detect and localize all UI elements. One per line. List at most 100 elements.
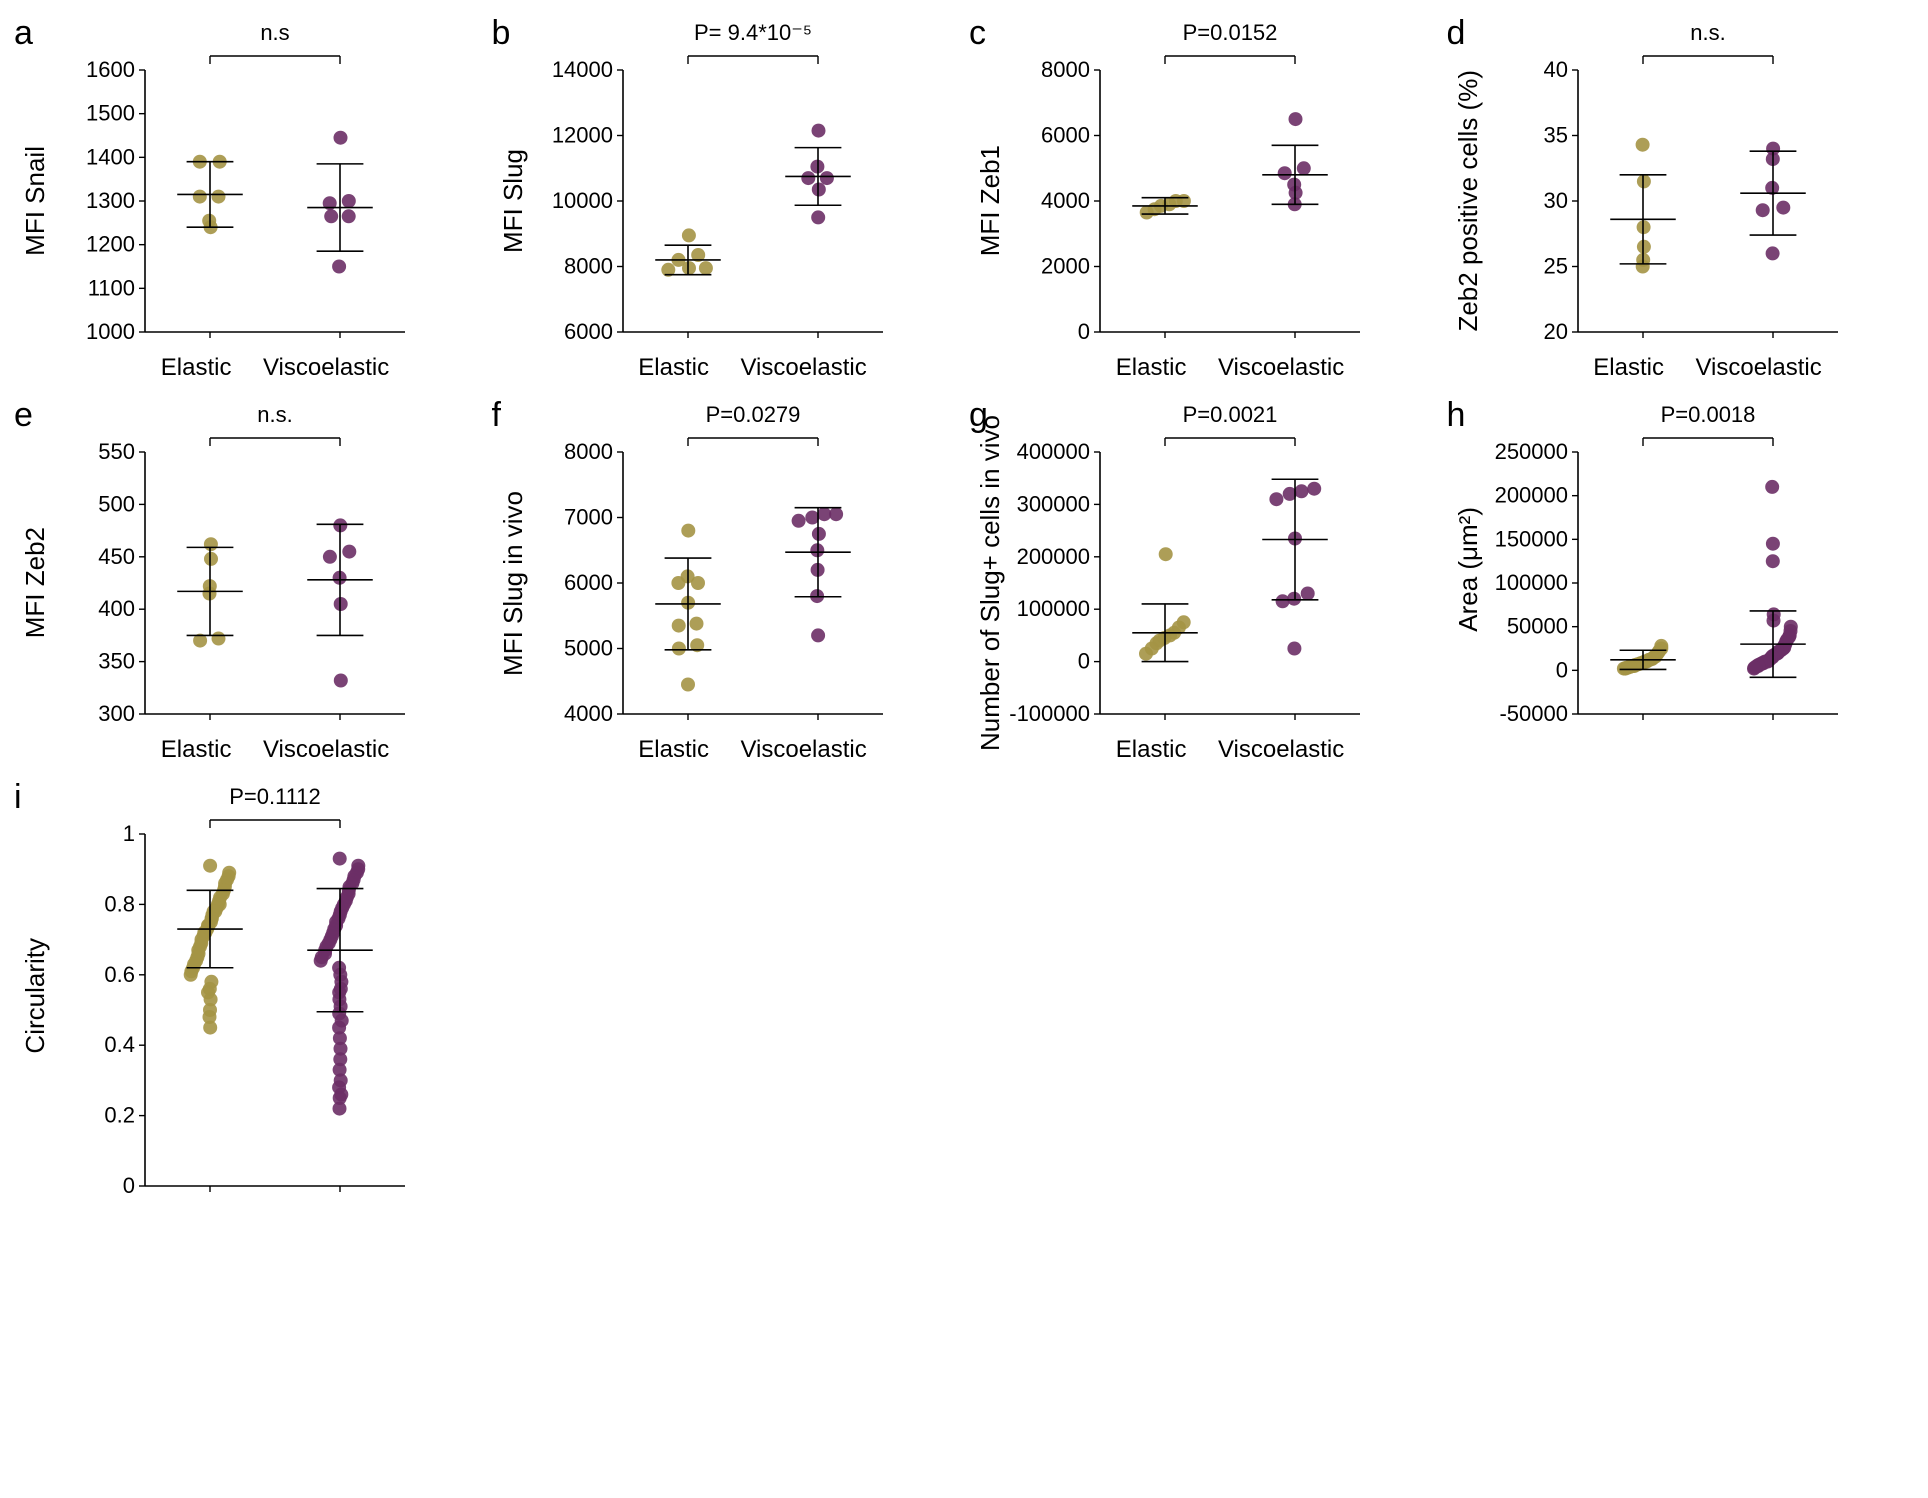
data-point: [682, 261, 696, 275]
y-axis-label: MFI Zeb1: [975, 145, 1006, 256]
y-axis-label: MFI Zeb2: [20, 527, 51, 638]
ytick-label: 0.4: [104, 1032, 135, 1057]
data-point: [1636, 240, 1650, 254]
panel-f: f MFI Slug in vivo 40005000600070008000P…: [498, 402, 946, 764]
xtick-label: Viscoelastic: [263, 354, 389, 382]
panel-c: c MFI Zeb1 02000400060008000P=0.0152Elas…: [975, 20, 1423, 382]
data-point: [1765, 554, 1779, 568]
ytick-label: 50000: [1506, 614, 1567, 639]
pvalue-label: P=0.0279: [705, 402, 800, 427]
data-point: [671, 619, 685, 633]
ytick-label: 1000: [86, 319, 135, 344]
data-point: [681, 228, 695, 242]
xtick-label: Elastic: [638, 354, 709, 382]
data-point: [689, 617, 703, 631]
data-point: [1269, 492, 1283, 506]
data-point: [342, 194, 356, 208]
data-point: [1636, 174, 1650, 188]
data-point: [1287, 642, 1301, 656]
scatter-plot: 40005000600070008000P=0.0279: [533, 402, 893, 732]
ytick-label: 1400: [86, 144, 135, 169]
data-point: [1765, 480, 1779, 494]
ytick-label: 30: [1543, 188, 1567, 213]
data-point: [324, 209, 338, 223]
scatter-plot: 300350400450500550n.s.: [55, 402, 415, 732]
ytick-label: 12000: [551, 123, 612, 148]
scatter-plot: -50000050000100000150000200000250000P=0.…: [1488, 402, 1848, 732]
xtick-label: Elastic: [638, 736, 709, 764]
data-point: [829, 507, 843, 521]
y-axis-label: MFI Slug in vivo: [498, 491, 529, 676]
data-point: [193, 190, 207, 204]
ytick-label: 2000: [1041, 254, 1090, 279]
data-point: [1140, 206, 1154, 220]
pvalue-label: P=0.0018: [1660, 402, 1755, 427]
panel-letter: c: [969, 14, 986, 53]
ytick-label: -50000: [1499, 701, 1568, 726]
ytick-label: 300000: [1017, 491, 1090, 516]
xtick-label: Elastic: [161, 736, 232, 764]
data-point: [1618, 662, 1632, 676]
pvalue-label: P=0.0021: [1183, 402, 1278, 427]
xtick-label: Viscoelastic: [740, 736, 866, 764]
data-point: [1776, 201, 1790, 215]
data-point: [333, 1102, 347, 1116]
data-point: [212, 632, 226, 646]
ytick-label: 40: [1543, 57, 1567, 82]
ytick-label: 1: [123, 821, 135, 846]
ytick-label: 0.8: [104, 891, 135, 916]
ytick-label: 8000: [564, 439, 613, 464]
scatter-plot: 60008000100001200014000P= 9.4*10⁻⁵: [533, 20, 893, 350]
data-point: [1278, 166, 1292, 180]
ytick-label: 400: [98, 596, 135, 621]
data-point: [698, 261, 712, 275]
ytick-label: 450: [98, 544, 135, 569]
data-point: [342, 209, 356, 223]
xtick-label: Viscoelastic: [1218, 736, 1344, 764]
ytick-label: 1300: [86, 188, 135, 213]
panel-letter: a: [14, 14, 33, 53]
data-point: [811, 210, 825, 224]
ytick-label: 7000: [564, 505, 613, 530]
ytick-label: 1600: [86, 57, 135, 82]
data-point: [203, 1021, 217, 1035]
data-point: [204, 537, 218, 551]
scatter-plot: 2025303540n.s.: [1488, 20, 1848, 350]
scatter-plot: 00.20.40.60.81P=0.1112: [55, 784, 415, 1204]
pvalue-label: P= 9.4*10⁻⁵: [694, 20, 812, 45]
ytick-label: -100000: [1010, 701, 1090, 726]
data-point: [1301, 587, 1315, 601]
data-point: [334, 674, 348, 688]
panel-letter: d: [1447, 14, 1466, 53]
pvalue-label: P=0.0152: [1183, 20, 1278, 45]
data-point: [334, 131, 348, 145]
panel-letter: e: [14, 396, 33, 435]
xtick-label: Viscoelastic: [1218, 354, 1344, 382]
panel-b: b MFI Slug 60008000100001200014000P= 9.4…: [498, 20, 946, 382]
data-point: [1765, 246, 1779, 260]
ytick-label: 35: [1543, 123, 1567, 148]
xtick-label: Viscoelastic: [740, 354, 866, 382]
y-axis-label: MFI Slug: [498, 149, 529, 253]
pvalue-label: n.s.: [257, 402, 292, 427]
y-axis-label: Area (μm²): [1453, 507, 1484, 632]
data-point: [1159, 547, 1173, 561]
ytick-label: 4000: [564, 701, 613, 726]
ytick-label: 0: [123, 1173, 135, 1198]
y-axis-label: Circularity: [20, 938, 51, 1054]
data-point: [1765, 537, 1779, 551]
ytick-label: 6000: [564, 570, 613, 595]
data-point: [1635, 138, 1649, 152]
data-point: [342, 545, 356, 559]
pvalue-label: n.s: [260, 20, 289, 45]
data-point: [681, 678, 695, 692]
data-point: [671, 642, 685, 656]
ytick-label: 6000: [564, 319, 613, 344]
ytick-label: 0: [1078, 649, 1090, 674]
data-point: [681, 524, 695, 538]
y-axis-label: Zeb2 positive cells (%): [1453, 70, 1484, 332]
data-point: [811, 527, 825, 541]
ytick-label: 4000: [1041, 188, 1090, 213]
panel-letter: h: [1447, 396, 1466, 435]
ytick-label: 1500: [86, 101, 135, 126]
